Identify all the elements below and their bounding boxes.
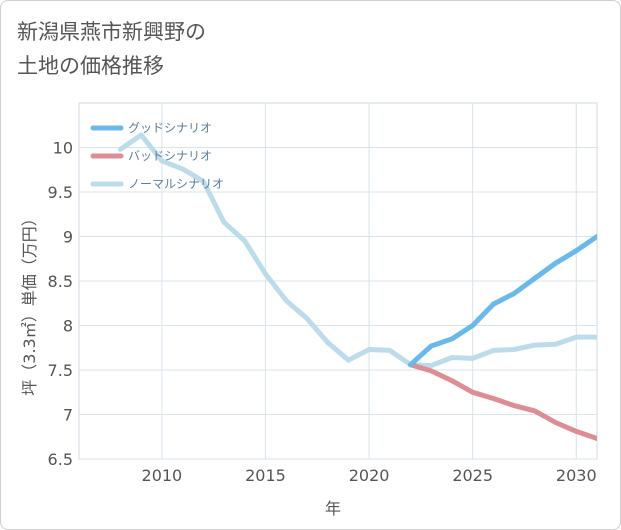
series-line-1 [408,362,597,441]
y-tick-label: 7 [63,406,73,425]
x-tick-label: 2025 [452,466,493,485]
chart-title-line-2: 土地の価格推移 [17,54,164,78]
y-tick-label: 10 [53,139,73,158]
y-tick-label: 9 [63,228,73,247]
y-axis-ticks: 6.5 7 7.5 8 8.5 9 9.5 10 [48,139,73,470]
y-tick-label: 8 [63,317,73,336]
x-tick-label: 2030 [556,466,597,485]
x-tick-label: 2015 [245,466,286,485]
y-tick-label: 9.5 [48,183,73,202]
grid-lines [79,103,597,460]
x-tick-label: 2020 [349,466,390,485]
legend-label-1: バッドシナリオ [128,149,212,163]
series-line-0 [408,234,597,368]
x-tick-label: 2010 [142,466,183,485]
y-tick-label: 7.5 [48,361,73,380]
chart-title-line-1: 新潟県燕市新興野の [17,20,206,44]
chart-title: 新潟県燕市新興野の 土地の価格推移 [17,15,206,83]
legend-label-0: グッドシナリオ [128,121,212,135]
x-axis-ticks: 2010 2015 2020 2025 2030 [142,466,597,485]
y-axis-label: 坪（3.3㎡）単価（万円） [20,210,39,395]
x-axis-label: 年 [325,499,341,518]
y-tick-label: 8.5 [48,272,73,291]
y-tick-label: 6.5 [48,450,73,469]
series-lines [117,132,597,441]
legend-label-2: ノーマルシナリオ [128,177,224,191]
series-line-2 [117,132,597,369]
